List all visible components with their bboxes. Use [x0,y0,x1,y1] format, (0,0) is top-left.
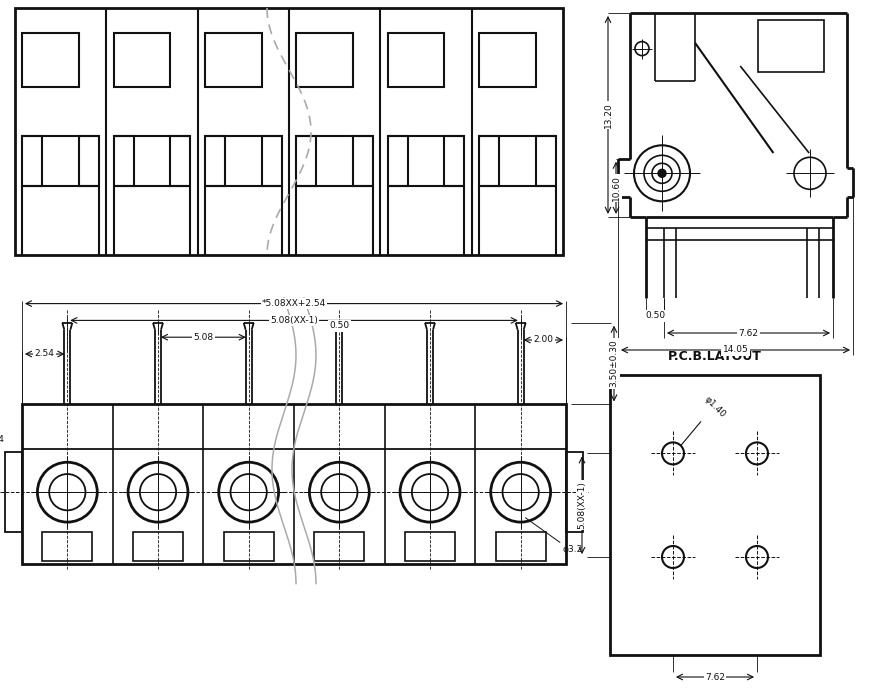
Bar [479,136,499,186]
Text: *5.08XX+2.54: *5.08XX+2.54 [262,299,326,308]
Bar [23,33,79,87]
Bar [114,136,134,186]
Text: 5.08(XX-1): 5.08(XX-1) [577,482,586,529]
Bar [15,8,562,255]
Bar [609,375,819,655]
Bar [566,452,582,532]
Text: φ3.2: φ3.2 [561,545,581,554]
Bar [479,33,535,87]
Text: P.C.B.LAYOUT: P.C.B.LAYOUT [667,351,761,363]
Bar [223,532,273,561]
Bar [495,532,545,561]
Text: 2.00: 2.00 [533,335,553,344]
Bar [22,405,566,564]
Text: 14.05: 14.05 [722,346,747,354]
Bar [262,136,282,186]
Bar [388,136,408,186]
Text: 5.08(XX-1): 5.08(XX-1) [269,316,317,325]
Text: 3.50±0.30: 3.50±0.30 [609,340,618,388]
Bar [353,136,373,186]
Bar [23,136,43,186]
Circle shape [657,169,666,177]
Bar [205,136,225,186]
Bar [205,33,262,87]
Bar [114,33,170,87]
Bar [444,136,464,186]
Bar [170,136,190,186]
Bar [388,33,444,87]
Bar [133,532,182,561]
Text: 2.54: 2.54 [0,435,4,444]
Text: 7.62: 7.62 [738,328,758,337]
Bar [5,452,22,532]
Text: 0.50: 0.50 [328,321,349,330]
Bar [314,532,364,561]
Text: 5.08: 5.08 [193,332,213,342]
Bar [535,136,555,186]
Bar [79,136,99,186]
Bar [405,532,454,561]
Text: 0.50: 0.50 [644,312,664,321]
Text: φ1.40: φ1.40 [702,395,726,419]
Bar [43,532,92,561]
Text: 10.60: 10.60 [611,175,620,201]
Bar [757,20,824,72]
Text: 13.20: 13.20 [603,102,612,128]
Text: 7.62: 7.62 [704,673,724,682]
Bar [296,136,316,186]
Bar [296,33,353,87]
Text: 2.54: 2.54 [35,349,55,358]
